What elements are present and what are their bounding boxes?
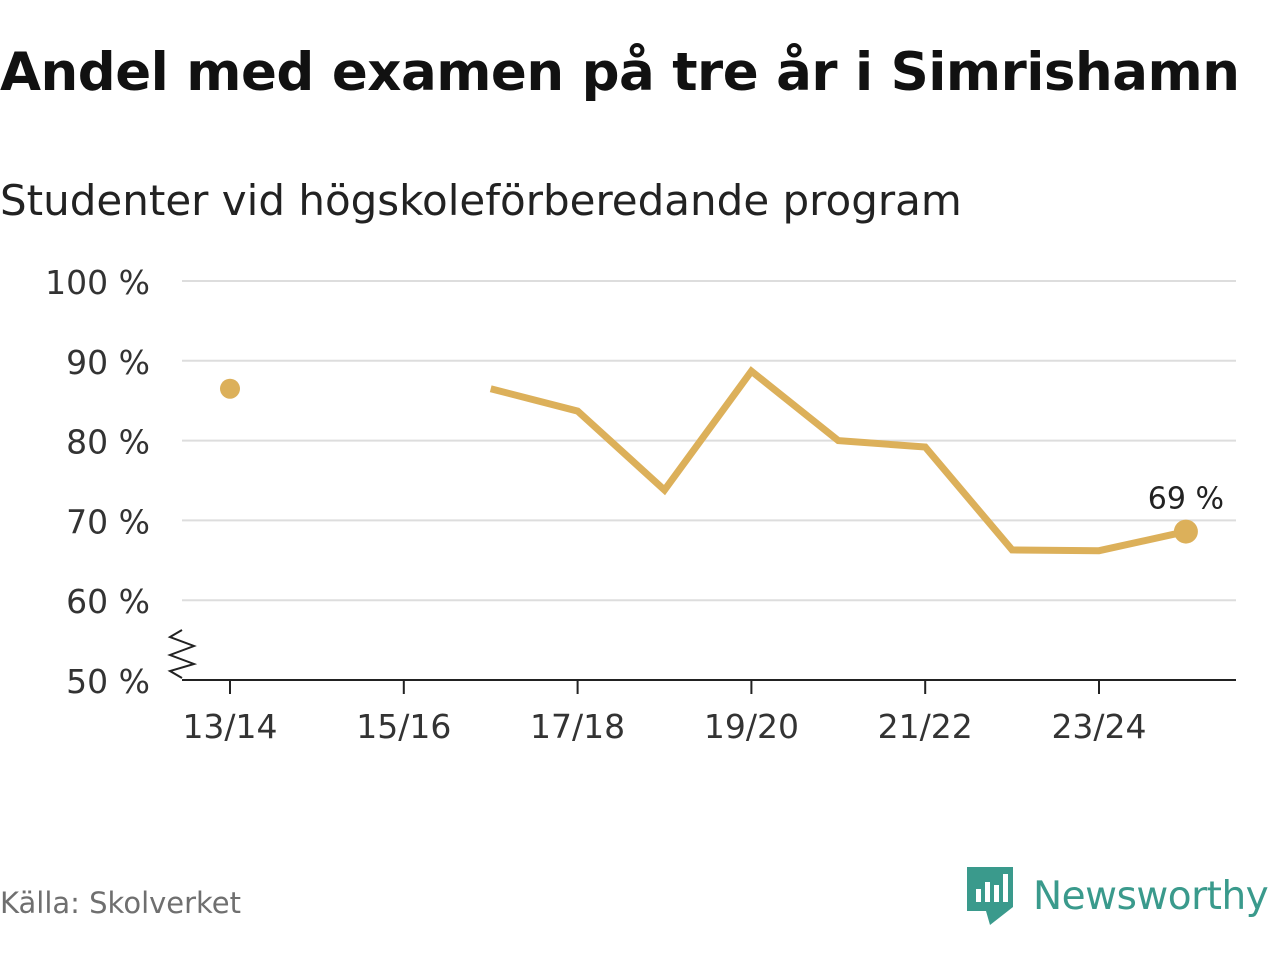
x-tick-label: 21/22	[878, 707, 973, 746]
value-annotation: 69 %	[1148, 482, 1224, 517]
newsworthy-icon	[967, 867, 1013, 925]
newsworthy-logo: Newsworthy	[965, 864, 1269, 928]
brand-name: Newsworthy	[1033, 873, 1269, 919]
x-tick-label: 19/20	[704, 707, 799, 746]
y-tick-label: 100 %	[45, 263, 150, 302]
y-tick-label: 60 %	[66, 582, 150, 621]
y-tick-label: 70 %	[66, 502, 150, 541]
last-point-marker	[1173, 519, 1198, 544]
y-tick-label: 80 %	[66, 423, 150, 462]
x-tick-label: 13/14	[182, 707, 277, 746]
x-tick-label: 17/18	[530, 707, 625, 746]
chart-title: Andel med examen på tre år i Simrishamn	[0, 42, 1240, 103]
x-tick-label: 15/16	[356, 707, 451, 746]
data-point	[220, 378, 240, 399]
y-tick-label: 90 %	[66, 343, 150, 382]
x-tick-label: 23/24	[1051, 707, 1146, 746]
y-tick-label: 50 %	[66, 662, 150, 701]
chart-subtitle: Studenter vid högskoleförberedande progr…	[0, 176, 962, 225]
series-line	[489, 366, 1187, 555]
axis-break-icon	[167, 629, 198, 679]
source-note: Källa: Skolverket	[0, 886, 242, 920]
